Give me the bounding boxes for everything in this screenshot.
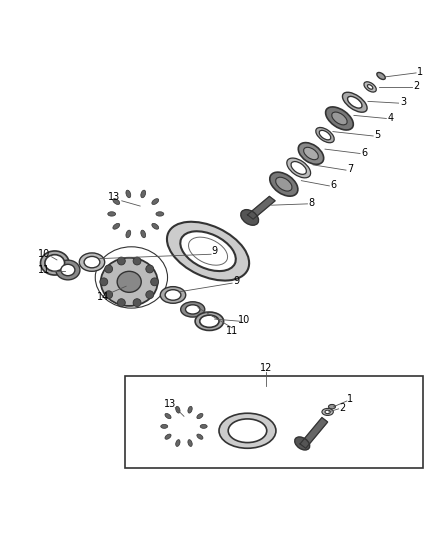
Ellipse shape (156, 212, 164, 216)
Ellipse shape (304, 147, 318, 160)
Text: 8: 8 (309, 198, 315, 208)
Ellipse shape (188, 406, 192, 413)
Text: 5: 5 (374, 130, 381, 140)
Ellipse shape (45, 255, 65, 271)
Ellipse shape (40, 251, 69, 275)
Ellipse shape (167, 222, 249, 280)
Circle shape (146, 265, 154, 273)
Ellipse shape (180, 231, 236, 271)
Ellipse shape (126, 230, 131, 238)
Ellipse shape (295, 437, 310, 450)
Ellipse shape (325, 410, 330, 414)
Ellipse shape (364, 82, 376, 92)
Ellipse shape (219, 413, 276, 448)
Text: 13: 13 (108, 192, 120, 203)
Circle shape (133, 298, 141, 306)
Ellipse shape (200, 424, 207, 429)
Ellipse shape (200, 315, 219, 327)
Text: 10: 10 (238, 315, 251, 325)
Text: 13: 13 (164, 399, 176, 409)
Polygon shape (300, 418, 328, 448)
Ellipse shape (176, 440, 180, 447)
Text: 7: 7 (347, 164, 353, 174)
Ellipse shape (319, 131, 331, 140)
Ellipse shape (165, 434, 171, 439)
Ellipse shape (108, 212, 116, 216)
Ellipse shape (79, 253, 105, 271)
Text: 6: 6 (331, 180, 337, 190)
Text: 6: 6 (361, 148, 367, 158)
Text: 1: 1 (417, 67, 424, 77)
Ellipse shape (316, 127, 334, 143)
Ellipse shape (298, 143, 324, 164)
Text: 9: 9 (212, 246, 218, 256)
Polygon shape (247, 197, 275, 219)
Ellipse shape (348, 96, 362, 108)
Ellipse shape (165, 290, 181, 300)
Ellipse shape (287, 158, 311, 178)
Text: 10: 10 (38, 249, 50, 259)
Ellipse shape (367, 85, 373, 89)
Ellipse shape (377, 72, 385, 79)
Ellipse shape (241, 209, 258, 225)
Circle shape (100, 278, 108, 286)
Text: 14: 14 (97, 292, 109, 302)
Circle shape (105, 265, 113, 273)
Text: 2: 2 (339, 402, 346, 413)
Ellipse shape (165, 414, 171, 419)
Text: 4: 4 (388, 112, 394, 123)
Ellipse shape (117, 271, 141, 292)
Circle shape (117, 257, 125, 265)
Circle shape (105, 291, 113, 298)
Text: 11: 11 (38, 265, 50, 275)
Ellipse shape (161, 424, 168, 429)
Ellipse shape (188, 440, 192, 447)
Ellipse shape (322, 408, 333, 415)
Ellipse shape (197, 434, 203, 439)
Ellipse shape (176, 406, 180, 413)
Ellipse shape (160, 287, 186, 303)
Text: 9: 9 (233, 276, 240, 286)
Text: 2: 2 (413, 81, 419, 91)
Ellipse shape (291, 161, 307, 174)
Ellipse shape (152, 223, 159, 229)
Ellipse shape (113, 223, 120, 229)
Ellipse shape (332, 112, 347, 125)
Ellipse shape (343, 92, 367, 112)
Text: 1: 1 (347, 394, 353, 404)
Ellipse shape (152, 199, 159, 205)
Text: 3: 3 (400, 97, 406, 107)
Text: 12: 12 (260, 363, 272, 373)
Circle shape (151, 278, 159, 286)
Ellipse shape (328, 405, 336, 409)
Circle shape (146, 291, 154, 298)
Ellipse shape (113, 199, 120, 205)
Ellipse shape (276, 177, 292, 191)
Bar (125, 376, 423, 468)
Text: 11: 11 (226, 326, 238, 336)
Ellipse shape (270, 172, 298, 196)
Ellipse shape (228, 419, 267, 442)
Ellipse shape (325, 107, 353, 130)
Ellipse shape (126, 190, 131, 198)
Ellipse shape (141, 190, 146, 198)
Circle shape (117, 298, 125, 306)
Ellipse shape (61, 264, 75, 276)
Ellipse shape (180, 302, 205, 317)
Ellipse shape (197, 414, 203, 419)
Ellipse shape (195, 312, 224, 330)
Ellipse shape (141, 230, 146, 238)
Ellipse shape (186, 305, 200, 314)
Ellipse shape (56, 260, 80, 280)
Ellipse shape (84, 256, 100, 268)
Ellipse shape (101, 258, 158, 306)
Circle shape (133, 257, 141, 265)
